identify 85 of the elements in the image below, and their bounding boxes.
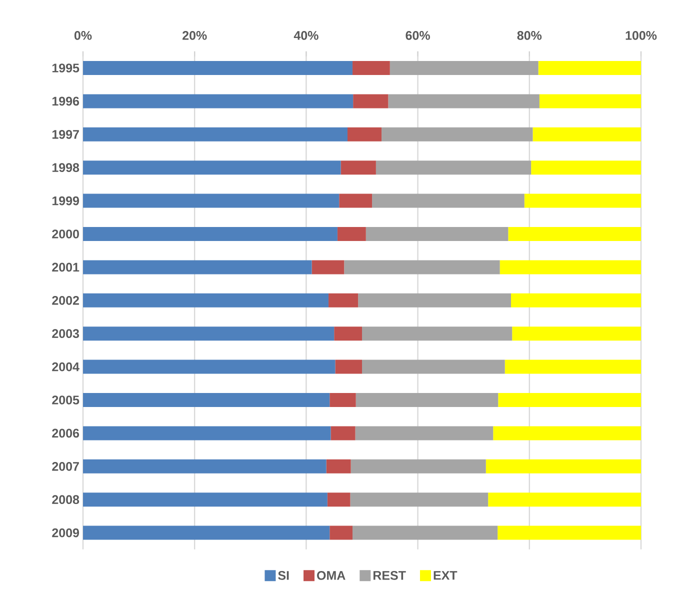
bar — [486, 459, 642, 474]
bar — [388, 94, 540, 108]
bar — [488, 492, 642, 507]
bar — [510, 293, 642, 308]
bar — [83, 94, 354, 108]
bar — [493, 426, 642, 440]
bar — [340, 160, 376, 175]
bar — [358, 293, 511, 308]
legend-label: REST — [374, 571, 406, 580]
y-tick-label: 2006 — [52, 428, 80, 438]
bar — [83, 194, 340, 208]
bar — [334, 326, 362, 341]
bar — [352, 526, 498, 540]
bar — [498, 393, 642, 408]
bar — [330, 526, 353, 540]
bar — [328, 293, 358, 308]
bar — [347, 127, 382, 142]
y-tick-label: 2002 — [52, 296, 79, 305]
bar — [531, 160, 642, 175]
x-tick-label: 60% — [406, 31, 430, 40]
bar — [83, 227, 338, 242]
bar — [538, 61, 642, 75]
bar — [326, 459, 351, 474]
y-tick-label: 1999 — [52, 196, 80, 206]
bar — [532, 127, 642, 142]
bar — [356, 393, 498, 408]
bar — [524, 194, 642, 208]
bar — [512, 326, 642, 341]
y-tick-label: 1997 — [52, 130, 79, 139]
bar — [327, 492, 350, 507]
bar — [376, 160, 532, 175]
y-tick-label: 1995 — [52, 64, 80, 72]
x-tick-label: 0% — [74, 31, 92, 40]
bar — [83, 326, 334, 341]
bar — [355, 426, 494, 440]
bar — [83, 260, 312, 274]
bar — [83, 293, 329, 308]
bar — [330, 393, 356, 408]
bar — [539, 94, 642, 108]
bar — [83, 492, 328, 507]
legend-label: SI — [278, 571, 289, 580]
bar — [335, 360, 362, 374]
bar — [362, 326, 512, 341]
bar — [362, 360, 505, 374]
bar — [382, 127, 533, 142]
bar — [312, 260, 344, 274]
bar — [83, 160, 341, 175]
legend-label: OMA — [317, 571, 346, 580]
bar — [83, 459, 326, 474]
y-tick-label: 1998 — [52, 163, 80, 172]
bar — [83, 426, 331, 440]
bar — [83, 360, 336, 374]
bar — [337, 227, 366, 242]
bar — [339, 194, 372, 208]
bar — [498, 526, 642, 540]
bar — [83, 393, 330, 408]
bar — [372, 194, 524, 208]
bar — [83, 127, 348, 142]
bar — [83, 61, 353, 75]
y-tick-label: 2001 — [52, 262, 80, 272]
bar — [83, 526, 330, 540]
y-tick-label: 2004 — [52, 362, 80, 372]
bar — [508, 227, 642, 242]
bar — [330, 426, 356, 440]
x-tick-label: 40% — [294, 31, 318, 40]
y-tick-label: 2007 — [52, 462, 79, 471]
y-tick-label: 2000 — [52, 230, 79, 238]
y-tick-label: 2008 — [52, 495, 80, 504]
bar — [504, 360, 642, 374]
bar — [350, 492, 488, 507]
x-tick-label: 80% — [517, 31, 542, 40]
bar — [344, 260, 500, 274]
bar — [352, 61, 390, 75]
bar — [350, 459, 486, 474]
y-tick-label: 2009 — [52, 528, 80, 538]
x-tick-label: 100% — [626, 31, 657, 40]
x-tick-label: 20% — [182, 31, 207, 40]
bar — [353, 94, 388, 108]
y-tick-label: 1996 — [52, 96, 80, 106]
legend-label: EXT — [434, 571, 458, 580]
y-tick-label: 2003 — [52, 329, 80, 338]
y-tick-label: 2005 — [52, 396, 80, 404]
bar — [500, 260, 642, 274]
bar — [366, 227, 508, 242]
bar — [390, 61, 538, 75]
